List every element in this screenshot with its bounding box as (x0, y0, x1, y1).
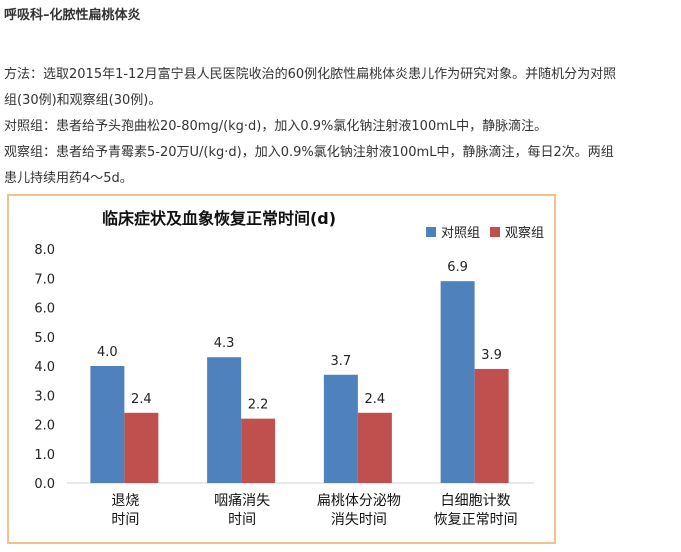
bar-chart: 临床症状及血象恢复正常时间(d) 0.0 1.0 2.0 3.0 4.0 5.0 6.0 7.… (34, 209, 544, 528)
method-line-1: 方法：选取2015年1-12月富宁县人民医院收治的60例化脓性扁桃体炎患儿作为研… (4, 67, 617, 82)
x-category-label: 时间 (111, 512, 139, 528)
method-line-2: 组(30例)和观察组(30例)。 (4, 93, 162, 108)
bar-观察组 (124, 412, 159, 483)
y-tick-label: 0.0 (34, 477, 55, 492)
y-tick-label: 2.0 (34, 419, 55, 434)
data-label: 2.4 (131, 392, 152, 407)
x-category-label: 退烧 (111, 493, 139, 509)
bar-对照组 (90, 366, 125, 483)
legend-label: 观察组 (505, 226, 544, 241)
bar-对照组 (207, 357, 242, 483)
y-tick-label: 7.0 (34, 272, 55, 287)
y-tick-label: 8.0 (34, 243, 55, 258)
data-label: 4.3 (214, 336, 235, 351)
data-label: 2.2 (248, 398, 269, 413)
data-label: 3.9 (481, 348, 502, 363)
x-category-label: 消失时间 (331, 512, 387, 528)
chart-frame: 临床症状及血象恢复正常时间(d) 0.0 1.0 2.0 3.0 4.0 5.0 6.0 7.… (7, 194, 556, 544)
x-category-label: 咽痛消失 (214, 492, 270, 509)
data-label: 2.4 (365, 392, 386, 407)
chart-title: 临床症状及血象恢复正常时间(d) (102, 209, 336, 228)
y-tick-label: 4.0 (34, 360, 55, 375)
control-line: 对照组：患者给予头孢曲松20-80mg/(kg·d)，加入0.9%氯化钠注射液1… (4, 119, 548, 134)
observe-line-2: 患儿持续用药4～5d。 (4, 171, 133, 186)
data-label: 3.7 (331, 354, 352, 369)
bar-对照组 (323, 374, 358, 483)
page-heading: 呼吸科–化脓性扁桃体炎 (4, 8, 141, 23)
data-label: 4.0 (97, 345, 118, 360)
observe-line-1: 观察组：患者给予青霉素5-20万U/(kg·d)，加入0.9%氯化钠注射液100… (4, 145, 614, 160)
legend-swatch-对照组 (426, 227, 436, 237)
bar-对照组 (440, 281, 475, 483)
x-category-label: 扁桃体分泌物 (317, 493, 401, 509)
bar-观察组 (241, 418, 276, 483)
bar-观察组 (474, 368, 509, 483)
bar-观察组 (357, 412, 392, 483)
x-category-label: 白细胞计数 (441, 493, 511, 509)
control-paragraph: 对照组：患者给予头孢曲松20-80mg/(kg·d)，加入0.9%氯化钠注射液1… (4, 114, 676, 140)
x-category-label: 恢复正常时间 (434, 511, 518, 528)
y-tick-label: 5.0 (34, 331, 55, 346)
observe-paragraph: 观察组：患者给予青霉素5-20万U/(kg·d)，加入0.9%氯化钠注射液100… (4, 140, 676, 192)
y-tick-label: 3.0 (34, 389, 55, 404)
legend-swatch-观察组 (490, 227, 500, 237)
method-paragraph: 方法：选取2015年1-12月富宁县人民医院收治的60例化脓性扁桃体炎患儿作为研… (4, 62, 676, 114)
x-category-label: 时间 (228, 512, 256, 528)
data-label: 6.9 (447, 260, 468, 275)
legend-label: 对照组 (441, 226, 480, 241)
y-tick-label: 6.0 (34, 302, 55, 317)
y-tick-label: 1.0 (34, 448, 55, 463)
